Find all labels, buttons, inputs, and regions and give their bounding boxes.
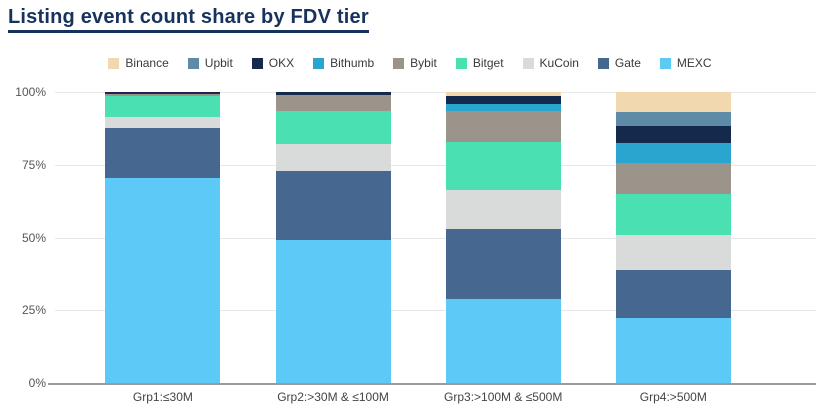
segment-bitget[interactable] — [275, 110, 391, 145]
legend-label: Bithumb — [330, 56, 375, 70]
legend-swatch-gate — [597, 57, 609, 69]
segment-mexc[interactable] — [445, 298, 561, 383]
segment-mexc[interactable] — [615, 317, 731, 383]
legend-item-gate[interactable]: Gate — [597, 56, 641, 70]
y-tick-label: 100% — [15, 85, 46, 99]
y-tick-label: 25% — [21, 303, 46, 318]
segment-gate[interactable] — [105, 128, 221, 178]
legend-swatch-binance — [108, 57, 120, 69]
segment-okx[interactable] — [445, 96, 561, 104]
segment-kucoin[interactable] — [275, 144, 391, 171]
bar-group-3: Grp3:>100M & ≤500M — [418, 92, 588, 404]
legend-swatch-bitget — [455, 57, 467, 69]
segment-mexc[interactable] — [105, 177, 221, 383]
bar-group-1: Grp1:≤30M — [78, 92, 248, 404]
legend-item-mexc[interactable]: MEXC — [659, 56, 712, 70]
x-tick-label: Grp4:>500M — [639, 390, 707, 404]
legend-label: Binance — [125, 56, 169, 70]
legend-label: Bybit — [410, 56, 437, 70]
legend: Binance Upbit OKX Bithumb Bybit Bitget KuCoin G… — [0, 56, 820, 70]
segment-bitget[interactable] — [615, 193, 731, 235]
legend-item-binance[interactable]: Binance — [108, 56, 169, 70]
segment-upbit[interactable] — [615, 112, 731, 126]
legend-label: OKX — [268, 56, 295, 70]
bar-group-2: Grp2:>30M & ≤100M — [248, 92, 418, 404]
legend-label: Gate — [614, 56, 641, 70]
segment-bitget[interactable] — [105, 96, 221, 117]
legend-label: MEXC — [676, 56, 712, 70]
gridline-100 — [55, 92, 816, 93]
bar-group-4: Grp4:>500M — [588, 92, 758, 404]
legend-swatch-kucoin — [522, 57, 534, 69]
legend-label: KuCoin — [539, 56, 579, 70]
bars-row: Grp1:≤30M Grp2:>30M & ≤100M Grp3:>100M & ≤… — [55, 92, 816, 404]
legend-item-upbit[interactable]: Upbit — [187, 56, 233, 70]
segment-binance[interactable] — [445, 92, 561, 97]
segment-bitget[interactable] — [445, 141, 561, 190]
segment-bithumb[interactable] — [445, 103, 561, 111]
gridline-75 — [55, 164, 816, 166]
segment-gate[interactable] — [445, 228, 561, 299]
y-tick-label: 50% — [21, 230, 46, 245]
segment-binance[interactable] — [615, 92, 731, 113]
legend-item-bithumb[interactable]: Bithumb — [313, 56, 374, 70]
x-tick-label: Grp2:>30M & ≤100M — [277, 390, 389, 404]
legend-item-bitget[interactable]: Bitget — [455, 56, 504, 70]
chart-title: Listing event count share by FDV tier — [8, 6, 369, 33]
gridline-25 — [55, 310, 816, 312]
legend-label: Upbit — [204, 56, 233, 70]
segment-okx[interactable] — [275, 92, 391, 95]
legend-item-okx[interactable]: OKX — [251, 56, 295, 70]
y-tick-label: 0% — [28, 376, 46, 390]
stacked-bar-4[interactable] — [615, 92, 731, 383]
legend-swatch-bithumb — [313, 57, 325, 69]
legend-item-bybit[interactable]: Bybit — [393, 56, 437, 70]
plot-area: 100% 75% 50% 25% 0% Grp1:≤30M Grp2:>30M & ≤10… — [15, 85, 816, 404]
gridline-50 — [55, 237, 816, 239]
y-tick-label: 75% — [21, 157, 46, 172]
legend-item-kucoin[interactable]: KuCoin — [522, 56, 579, 70]
x-tick-label: Grp1:≤30M — [132, 390, 193, 404]
segment-bybit[interactable] — [275, 94, 391, 111]
segment-bybit[interactable] — [105, 93, 221, 97]
legend-swatch-mexc — [659, 57, 671, 69]
segment-kucoin[interactable] — [445, 189, 561, 229]
legend-swatch-upbit — [187, 57, 199, 69]
segment-kucoin[interactable] — [615, 234, 731, 270]
legend-swatch-bybit — [393, 57, 405, 69]
legend-swatch-okx — [251, 57, 263, 69]
segment-kucoin[interactable] — [105, 116, 221, 129]
segment-mexc[interactable] — [275, 240, 391, 383]
segment-bybit[interactable] — [445, 110, 561, 142]
segment-bybit[interactable] — [615, 163, 731, 194]
segment-gate[interactable] — [615, 269, 731, 318]
stacked-bar-2[interactable] — [275, 92, 391, 383]
segment-bithumb[interactable] — [615, 142, 731, 164]
x-axis-line — [48, 383, 816, 385]
stacked-bar-3[interactable] — [445, 92, 561, 383]
segment-okx[interactable] — [615, 125, 731, 143]
segment-okx[interactable] — [105, 92, 221, 94]
legend-label: Bitget — [472, 56, 504, 70]
stacked-bar-1[interactable] — [105, 92, 221, 383]
segment-gate[interactable] — [275, 170, 391, 241]
x-tick-label: Grp3:>100M & ≤500M — [444, 390, 563, 404]
